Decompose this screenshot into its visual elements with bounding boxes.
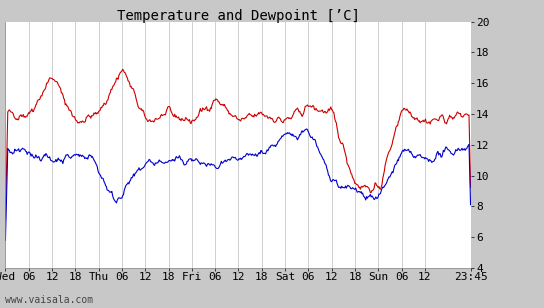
Text: www.vaisala.com: www.vaisala.com: [5, 295, 94, 305]
Text: Temperature and Dewpoint [’C]: Temperature and Dewpoint [’C]: [116, 9, 360, 23]
